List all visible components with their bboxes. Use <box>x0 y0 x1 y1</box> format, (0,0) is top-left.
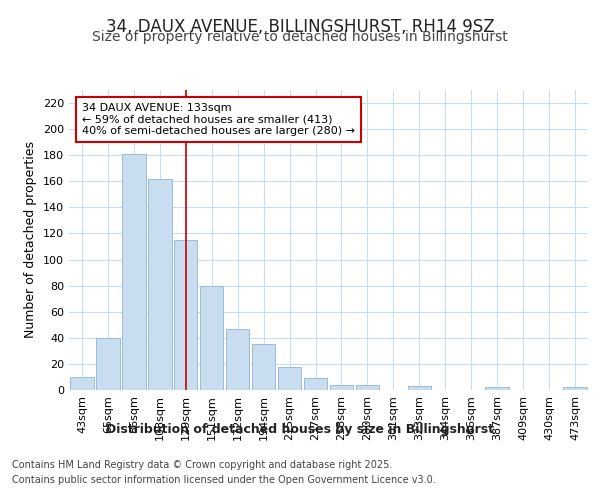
Text: Distribution of detached houses by size in Billingshurst: Distribution of detached houses by size … <box>106 422 494 436</box>
Bar <box>122 154 146 390</box>
Bar <box>356 385 379 390</box>
Bar <box>563 388 587 390</box>
Text: Size of property relative to detached houses in Billingshurst: Size of property relative to detached ho… <box>92 30 508 44</box>
Text: Contains public sector information licensed under the Open Government Licence v3: Contains public sector information licen… <box>12 475 436 485</box>
Bar <box>70 377 94 390</box>
Bar <box>200 286 223 390</box>
Text: Contains HM Land Registry data © Crown copyright and database right 2025.: Contains HM Land Registry data © Crown c… <box>12 460 392 470</box>
Bar <box>304 378 327 390</box>
Bar <box>96 338 119 390</box>
Bar <box>148 178 172 390</box>
Text: 34, DAUX AVENUE, BILLINGSHURST, RH14 9SZ: 34, DAUX AVENUE, BILLINGSHURST, RH14 9SZ <box>106 18 494 36</box>
Bar <box>407 386 431 390</box>
Bar <box>330 385 353 390</box>
Bar <box>278 366 301 390</box>
Text: 34 DAUX AVENUE: 133sqm
← 59% of detached houses are smaller (413)
40% of semi-de: 34 DAUX AVENUE: 133sqm ← 59% of detached… <box>82 103 355 136</box>
Bar <box>226 328 250 390</box>
Bar <box>252 344 275 390</box>
Bar <box>174 240 197 390</box>
Y-axis label: Number of detached properties: Number of detached properties <box>25 142 37 338</box>
Bar <box>485 388 509 390</box>
